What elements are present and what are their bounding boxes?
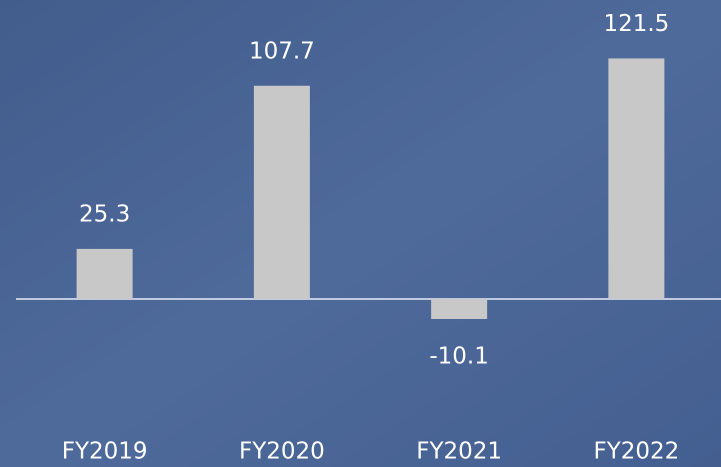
- value-label: 25.3: [79, 201, 130, 227]
- value-label: -10.1: [429, 343, 489, 369]
- value-label: 121.5: [603, 11, 669, 37]
- bar: [253, 85, 310, 299]
- value-label: 107.7: [249, 38, 315, 64]
- bar: [431, 299, 488, 319]
- x-tick-label: FY2020: [239, 439, 325, 465]
- x-tick-label: FY2022: [593, 439, 679, 465]
- x-tick-label: FY2021: [416, 439, 502, 465]
- x-tick-label: FY2019: [62, 439, 148, 465]
- bar: [608, 58, 665, 300]
- bar: [76, 248, 133, 299]
